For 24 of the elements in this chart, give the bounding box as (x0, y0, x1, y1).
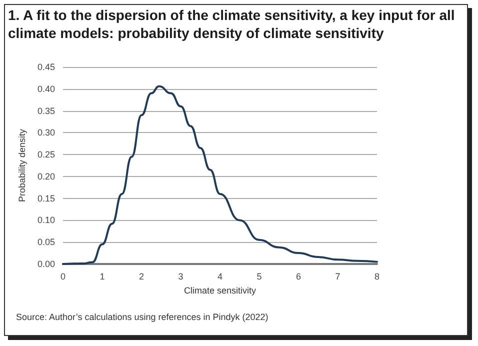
y-tick-label: 0.40 (37, 84, 55, 94)
y-tick-label: 0.35 (37, 106, 55, 116)
x-tick-label: 4 (217, 272, 223, 282)
x-axis-title: Climate sensitivity (184, 285, 256, 296)
x-tick-label: 0 (60, 272, 66, 282)
x-tick-label: 8 (374, 272, 380, 282)
y-tick-label: 0.15 (37, 193, 55, 204)
y-tick-label: 0.05 (37, 237, 55, 248)
x-tick-label: 1 (100, 272, 105, 282)
y-tick-label: 0.00 (37, 259, 55, 269)
y-tick-label: 0.10 (37, 215, 55, 226)
x-tick-label: 3 (178, 272, 184, 282)
y-tick-label: 0.20 (37, 171, 55, 182)
line-series (62, 85, 378, 265)
chart-title: 1. A fit to the dispersion of the climate sensitivity, a key input for all climate models: probability density of climate sensitivity (8, 6, 456, 42)
y-tick-label: 0.25 (37, 150, 55, 160)
x-tick-label: 6 (296, 272, 302, 282)
x-tick-label: 7 (335, 272, 340, 282)
y-tick-label: 0.45 (37, 62, 55, 72)
source-note: Source: Author’s calculations using references in Pindyk (2022) (16, 312, 268, 322)
x-tick-label: 2 (138, 272, 144, 282)
y-tick-label: 0.30 (37, 128, 55, 138)
y-axis-title: Probability density (17, 128, 28, 202)
x-tick-label: 5 (256, 272, 262, 282)
